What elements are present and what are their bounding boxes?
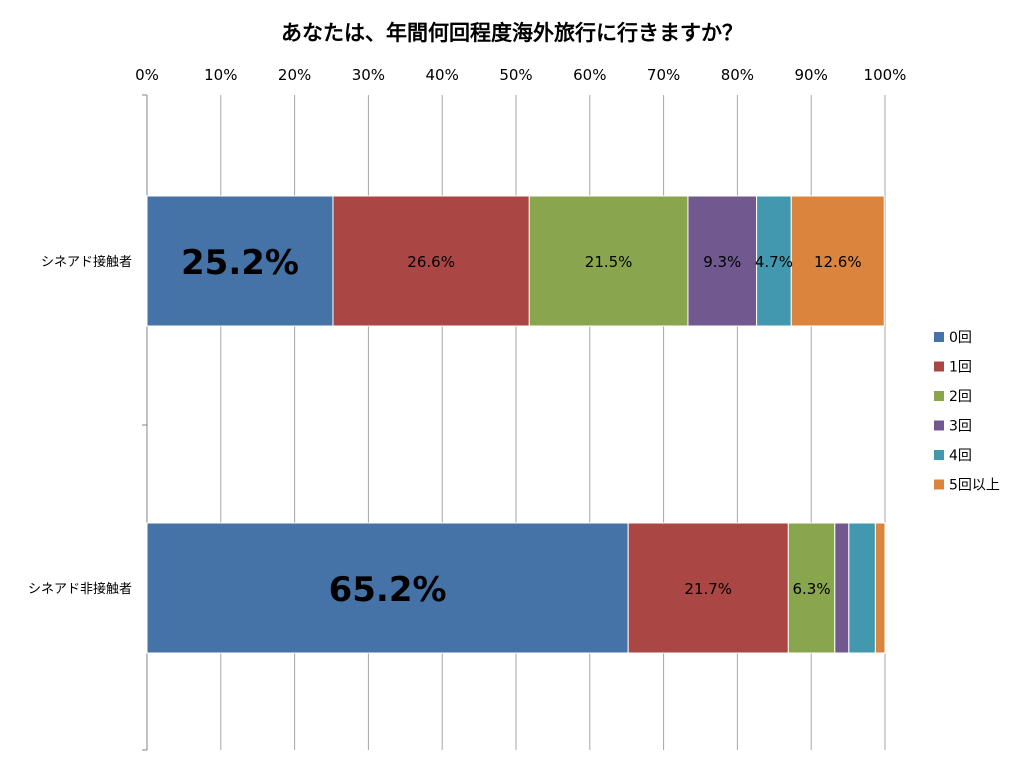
legend-swatch — [934, 391, 944, 401]
data-label: 4.7% — [755, 253, 793, 271]
bar-segment — [874, 522, 886, 654]
x-tick-label: 90% — [795, 66, 828, 84]
data-label: 21.5% — [585, 253, 633, 271]
legend-label: 4回 — [949, 448, 972, 464]
legend-swatch — [934, 479, 944, 490]
legend: 0回 1回 2回 3回 4回 5回以上 — [934, 330, 1000, 494]
data-label: 26.6% — [407, 253, 455, 271]
x-tick-label: 100% — [864, 66, 907, 84]
bar-segment — [848, 522, 876, 654]
bar-segment — [756, 195, 792, 327]
data-labels: 25.2% 26.6% 21.5% 9.3% 4.7% 12.6% 65.2% 21.7% 6.… — [181, 243, 862, 610]
legend-label: 3回 — [949, 419, 972, 435]
legend-label: 1回 — [949, 360, 972, 376]
data-label: 21.7% — [684, 580, 732, 598]
x-tick-label: 40% — [426, 66, 459, 84]
bar-segment — [146, 522, 629, 654]
category-label: シネアド非接触者 — [28, 581, 132, 597]
bar-segment — [790, 195, 885, 327]
x-tick-label: 10% — [204, 66, 237, 84]
legend-label: 2回 — [949, 389, 972, 405]
legend-label: 0回 — [949, 330, 972, 346]
data-label: 12.6% — [814, 253, 862, 271]
data-label: 9.3% — [703, 253, 741, 271]
x-tick-label: 60% — [573, 66, 606, 84]
bar-segment — [787, 522, 836, 654]
x-axis-ticks: 0% 10% 20% 30% 40% 50% 60% 70% 80% 90% 100% — [135, 66, 906, 84]
x-tick-label: 70% — [647, 66, 680, 84]
legend-swatch — [934, 450, 944, 460]
category-label: シネアド接触者 — [41, 254, 132, 270]
data-label: 6.3% — [793, 580, 831, 598]
legend-swatch — [934, 420, 944, 431]
chart-title: あなたは、年間何回程度海外旅行に行きますか？ — [281, 21, 743, 45]
x-tick-label: 30% — [352, 66, 385, 84]
bars — [146, 195, 886, 654]
x-tick-label: 80% — [721, 66, 754, 84]
x-tick-label: 50% — [499, 66, 532, 84]
legend-label: 5回以上 — [949, 478, 1000, 494]
bar-segment — [627, 522, 789, 654]
x-tick-label: 20% — [278, 66, 311, 84]
x-tick-label: 0% — [135, 66, 159, 84]
data-label: 25.2% — [181, 243, 299, 283]
bar-segment — [146, 195, 334, 327]
legend-swatch — [934, 332, 944, 342]
data-label: 65.2% — [329, 570, 447, 610]
bar-segment — [687, 195, 758, 327]
bar-segment — [528, 195, 689, 327]
legend-swatch — [934, 361, 944, 372]
bar-segment — [834, 522, 850, 654]
